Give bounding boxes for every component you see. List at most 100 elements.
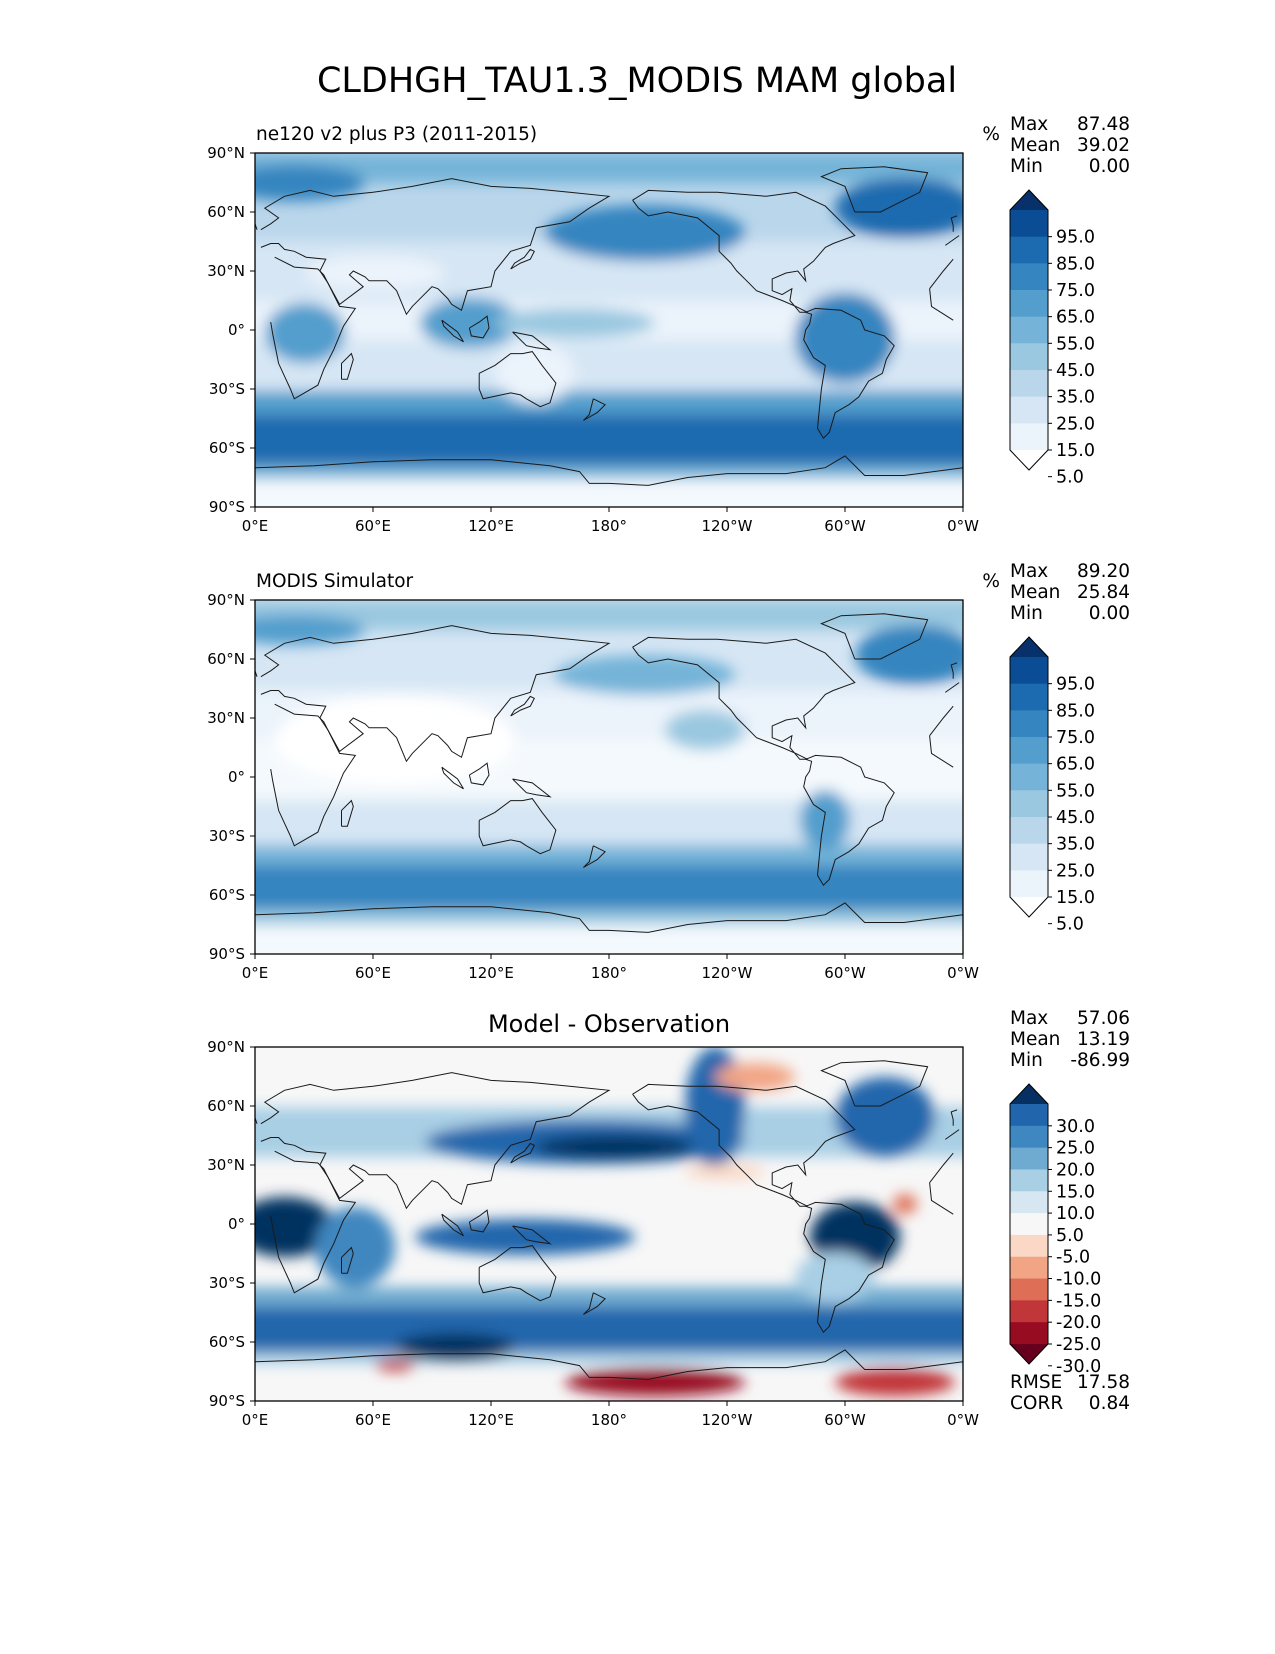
mean-label: Mean — [1010, 135, 1060, 156]
colorbar-segment — [1010, 817, 1048, 845]
colorbar: 95.0 85.0 75.0 65.0 55.0 45.0 35.0 25.0 15.0 5.0 — [1009, 636, 1095, 935]
colorbar-segment — [1010, 1322, 1048, 1345]
coastline-japan — [510, 695, 535, 717]
stats-box: Max 87.48 Mean 39.02 Min 0.00 — [1010, 114, 1130, 177]
coastline-namerica — [632, 189, 856, 313]
coastline-greenland — [820, 1060, 929, 1107]
colorbar-segment — [1010, 1191, 1048, 1214]
coastline-sumatra — [441, 319, 464, 343]
colorbar-tick-label: 25.0 — [1056, 414, 1095, 434]
colorbar-segment — [1010, 1256, 1048, 1280]
lon-tick-label: 0°E — [242, 964, 269, 982]
lon-tick-label: 180° — [591, 964, 627, 982]
lon-tick-label: 120°W — [702, 1411, 753, 1429]
colorbar-tick-label: 30.0 — [1056, 1117, 1095, 1137]
coastline-antarctica — [254, 902, 964, 933]
coastline-newguinea — [512, 778, 552, 798]
colorbar-extension-max — [1010, 637, 1048, 657]
lat-tick-label: 90°N — [207, 591, 245, 609]
colorbar-segment — [1010, 683, 1048, 711]
corr-label: CORR — [1010, 1393, 1063, 1414]
colorbar-segment — [1010, 1213, 1048, 1236]
panel-reference: MODIS Simulator % — [207, 561, 1130, 982]
lat-tick-label: 30°S — [209, 380, 245, 398]
colorbar-segment — [1010, 870, 1048, 898]
coastline-madagascar — [341, 799, 354, 827]
colorbar: 95.0 85.0 75.0 65.0 55.0 45.0 35.0 25.0 15.0 5.0 — [1009, 189, 1095, 488]
coastline-sumatra — [441, 1213, 464, 1237]
coastline-eurasia — [260, 1072, 960, 1210]
colorbar-segment — [1010, 737, 1048, 765]
map-area: 0°E 60°E 120°E 180° 120°W 60°W 0°W 90°N 60°N 30°N… — [207, 1038, 979, 1429]
map-area: 0°E 60°E 120°E 180° 120°W 60°W 0°W 90°N 60°N 30°N… — [207, 591, 979, 982]
colorbar-segment — [1010, 236, 1048, 264]
lat-tick-label: 30°N — [207, 709, 245, 727]
lat-tick-label: 30°N — [207, 1156, 245, 1174]
coastline-australia — [478, 1245, 557, 1302]
colorbar-tick-label: 95.0 — [1056, 675, 1095, 695]
mean-label: Mean — [1010, 582, 1060, 603]
lon-tick-label: 60°W — [824, 517, 866, 535]
lat-tick-label: 60°S — [209, 1333, 245, 1351]
colorbar-tick-label: -15.0 — [1056, 1291, 1101, 1311]
colorbar-extension-max — [1010, 1084, 1048, 1104]
colorbar-tick-label: 85.0 — [1056, 254, 1095, 274]
colorbar-tick-label: -20.0 — [1056, 1313, 1101, 1333]
lon-tick-label: 60°W — [824, 1411, 866, 1429]
colorbar-tick-label: 65.0 — [1056, 308, 1095, 328]
colorbar-segment — [1010, 210, 1048, 238]
coastline-samerica — [803, 1201, 895, 1334]
colorbar-segment — [1010, 396, 1048, 424]
coastline-samerica — [803, 754, 895, 887]
colorbar-extension-min — [1010, 1344, 1048, 1364]
colorbar-tick-label: -10.0 — [1056, 1270, 1101, 1290]
lat-tick-label: 90°S — [209, 945, 245, 963]
colorbar-segment — [1010, 1169, 1048, 1192]
lon-tick-label: 120°E — [468, 517, 514, 535]
colorbar-extension-min — [1010, 450, 1048, 470]
colorbar-segment — [1010, 1278, 1048, 1301]
colorbar-tick-label: 5.0 — [1056, 915, 1084, 935]
lon-tick-label: 60°E — [355, 1411, 391, 1429]
lon-tick-label: 120°E — [468, 964, 514, 982]
lat-tick-label: 30°S — [209, 827, 245, 845]
lon-tick-label: 60°W — [824, 964, 866, 982]
rmse-label: RMSE — [1010, 1372, 1062, 1393]
colorbar-tick-label: 5.0 — [1056, 1226, 1084, 1246]
coastline-namerica — [632, 636, 856, 760]
lat-tick-label: 90°N — [207, 1038, 245, 1056]
lon-tick-label: 0°W — [947, 1411, 979, 1429]
colorbar-tick-label: 35.0 — [1056, 388, 1095, 408]
coastline-borneo — [468, 1209, 490, 1233]
lat-tick-label: 30°S — [209, 1274, 245, 1292]
lon-tick-label: 0°E — [242, 1411, 269, 1429]
lat-tick-label: 0° — [228, 1215, 245, 1233]
colorbar-tick-label: 75.0 — [1056, 281, 1095, 301]
colorbar-extension-min — [1010, 897, 1048, 917]
coastline-japan — [510, 1142, 535, 1164]
coastline-antarctica — [254, 455, 964, 486]
lon-tick-label: 0°W — [947, 964, 979, 982]
coastline-eurasia — [260, 178, 960, 316]
min-label: Min — [1010, 1050, 1043, 1071]
coastline-madagascar — [341, 352, 354, 380]
figure-title: CLDHGH_TAU1.3_MODIS MAM global — [317, 61, 957, 101]
coastline-australia — [478, 351, 557, 408]
min-label: Min — [1010, 603, 1043, 624]
colorbar-tick-label: 15.0 — [1056, 441, 1095, 461]
coastline-madagascar — [341, 1246, 354, 1274]
lon-tick-label: 120°W — [702, 517, 753, 535]
lon-tick-label: 120°W — [702, 964, 753, 982]
colorbar-segment — [1010, 1234, 1048, 1258]
max-value: 57.06 — [1077, 1008, 1130, 1029]
coastline-borneo — [468, 315, 490, 339]
coastline-greenland — [820, 166, 929, 213]
colorbar-tick-label: -30.0 — [1056, 1357, 1101, 1377]
max-value: 89.20 — [1077, 561, 1130, 582]
panel-title: MODIS Simulator — [256, 571, 414, 592]
coastline-australia — [478, 798, 557, 855]
coastline-newguinea — [512, 331, 552, 351]
max-label: Max — [1010, 1008, 1048, 1029]
lon-tick-label: 180° — [591, 517, 627, 535]
